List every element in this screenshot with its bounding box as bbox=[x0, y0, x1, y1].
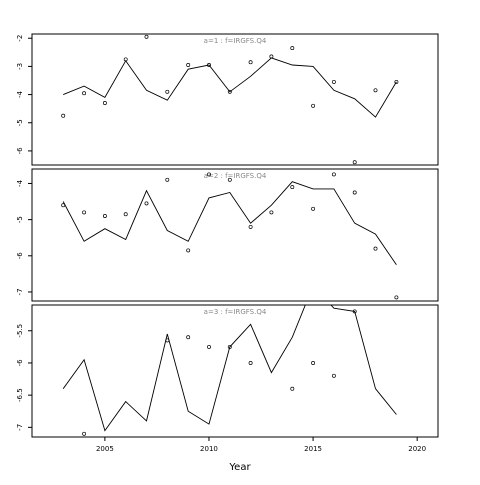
panel-2-frame bbox=[31, 168, 439, 302]
panel-1-point-16 bbox=[394, 79, 399, 84]
panel-2-point-14 bbox=[352, 190, 357, 195]
panel-1-line bbox=[63, 57, 397, 118]
panel-1-ytick-label-0: -2 bbox=[16, 35, 24, 42]
panel-3-point-5 bbox=[248, 361, 253, 365]
panel-2-title: a=2 : f=IRGFS.Q4 bbox=[204, 172, 267, 180]
panel-1-point-6 bbox=[186, 63, 191, 67]
panel-3-point-8 bbox=[331, 373, 336, 378]
panel-1-point-14 bbox=[352, 160, 357, 165]
panel-3-point-6 bbox=[290, 386, 295, 391]
panel-1-point-12 bbox=[311, 103, 316, 108]
panel-1-point-3 bbox=[123, 57, 128, 62]
panel-1-point-10 bbox=[269, 54, 274, 59]
panel-3-point-3 bbox=[207, 344, 211, 349]
panel-3-point-2 bbox=[186, 335, 191, 340]
panel-2-point-7 bbox=[207, 172, 211, 177]
panel-2-point-1 bbox=[82, 210, 87, 215]
panel-2-point-12 bbox=[311, 206, 316, 211]
panel-1-point-1 bbox=[82, 91, 87, 96]
panel-1-ytick-label-4: -6 bbox=[16, 147, 24, 155]
panel-1-point-11 bbox=[290, 46, 295, 51]
panel-3-point-7 bbox=[311, 361, 316, 365]
panel-1-point-8 bbox=[227, 89, 232, 94]
panel-3-ytick-label-2: -6.5 bbox=[16, 388, 24, 402]
panel-3-title: a=3 : f=IRGFS.Q4 bbox=[204, 308, 267, 316]
panel-2-point-3 bbox=[123, 212, 128, 217]
panel-3-ytick-label-1: -6 bbox=[16, 359, 24, 367]
panel-1-title: a=1 : f=IRGFS.Q4 bbox=[204, 37, 267, 45]
panel-3-frame bbox=[31, 304, 439, 438]
panel-1-point-4 bbox=[144, 34, 149, 39]
panel-1-point-2 bbox=[102, 101, 107, 105]
panel-2-point-10 bbox=[269, 210, 274, 215]
panel-2-point-6 bbox=[186, 248, 191, 253]
panel-2-point-8 bbox=[227, 177, 232, 182]
panel-2-point-2 bbox=[102, 214, 107, 218]
panel-1-ytick-label-3: -5 bbox=[16, 119, 24, 126]
panel-1-point-5 bbox=[165, 89, 170, 94]
panel-1-point-13 bbox=[331, 79, 336, 84]
panel-2-point-15 bbox=[373, 246, 378, 251]
panel-1-ytick-label-1: -3 bbox=[16, 63, 24, 70]
panel-2-ytick-label-2: -6 bbox=[16, 252, 24, 260]
panel-3-point-9 bbox=[352, 309, 357, 314]
panel-2-point-4 bbox=[144, 201, 149, 206]
x-tick-label-3: 2020 bbox=[408, 445, 426, 453]
panel-2-point-9 bbox=[248, 224, 253, 229]
x-tick-label-1: 2010 bbox=[200, 445, 218, 453]
panel-3-point-1 bbox=[165, 338, 170, 343]
panel-2-ytick-label-1: -5 bbox=[16, 216, 24, 223]
panel-1-ytick-label-2: -4 bbox=[16, 91, 24, 99]
panel-3-point-0 bbox=[82, 431, 87, 436]
x-tick-label-2: 2015 bbox=[304, 445, 322, 453]
x-tick-label-0: 2005 bbox=[96, 445, 114, 453]
panel-3-ytick-label-3: -7 bbox=[16, 424, 24, 431]
panel-2-ytick-label-3: -7 bbox=[16, 288, 24, 295]
panel-2-point-13 bbox=[331, 172, 336, 177]
panel-1-point-15 bbox=[373, 88, 378, 93]
panel-1-point-9 bbox=[248, 60, 253, 65]
panel-2-point-16 bbox=[394, 295, 399, 300]
panel-3-ytick-label-0: -5.5 bbox=[16, 324, 24, 338]
panel-3-point-4 bbox=[227, 344, 232, 349]
panel-1-frame bbox=[31, 33, 439, 166]
panel-2-point-11 bbox=[290, 185, 295, 190]
panel-2-point-5 bbox=[165, 177, 170, 182]
panel-1-point-7 bbox=[207, 63, 211, 67]
panel-3-line bbox=[62, 305, 397, 432]
x-axis-title: Year bbox=[228, 462, 251, 473]
panel-2-line bbox=[62, 181, 397, 266]
panel-1-point-0 bbox=[61, 113, 66, 118]
panel-2-point-0 bbox=[61, 203, 66, 208]
panel-2-ytick-label-0: -4 bbox=[16, 179, 24, 187]
